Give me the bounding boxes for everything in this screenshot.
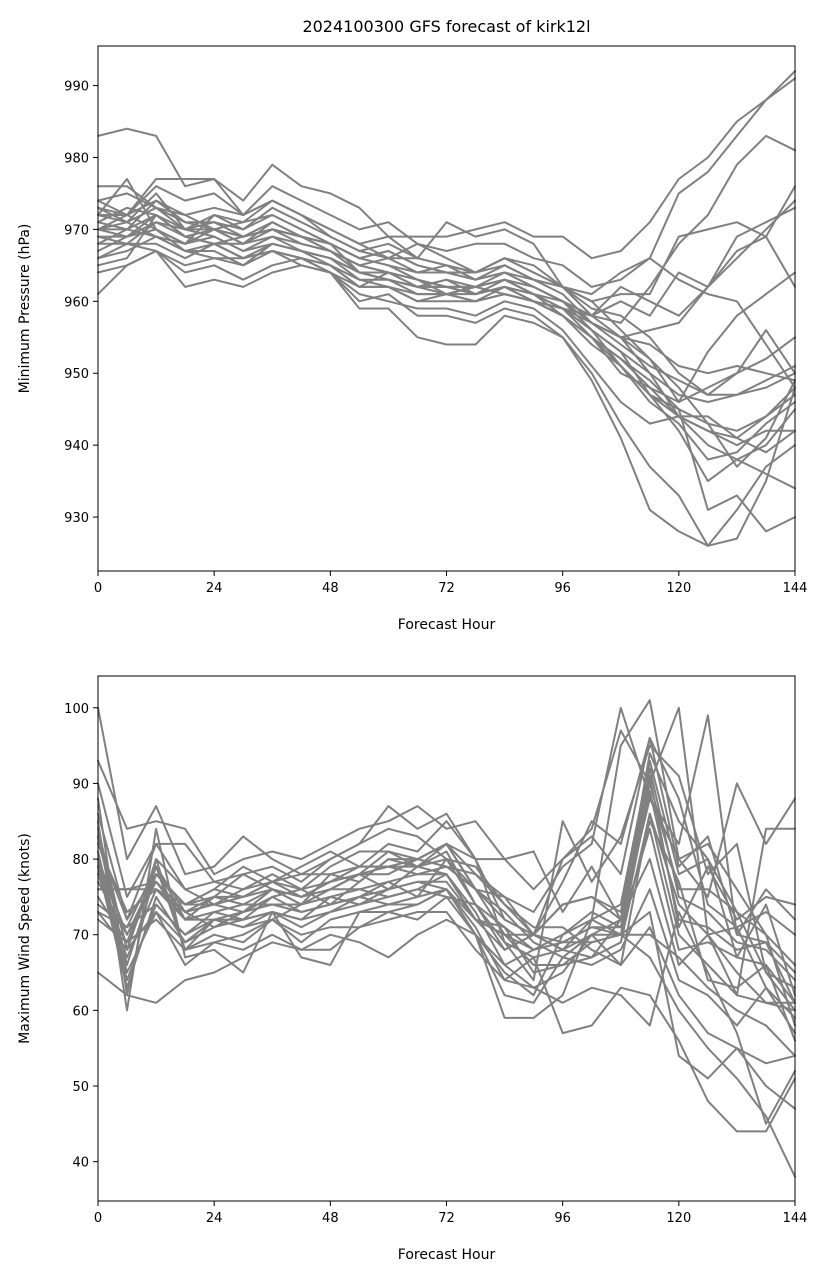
pressure-series-line-13: [97, 250, 796, 547]
pressure-x-tick-label: 144: [783, 581, 808, 596]
wind-y-axis-label: Maximum Wind Speed (knots): [17, 833, 33, 1044]
pressure-y-tick-label: 970: [64, 223, 89, 238]
pressure-series-line-2: [97, 77, 796, 288]
wind-y-tick-label: 40: [72, 1156, 89, 1171]
pressure-series-line-25: [97, 214, 796, 403]
wind-x-tick-label: 24: [206, 1211, 223, 1226]
pressure-series-line-18: [97, 221, 796, 461]
pressure-x-tick-label: 96: [554, 581, 571, 596]
pressure-x-axis-label: Forecast Hour: [398, 617, 496, 633]
wind-series-line-2: [97, 706, 796, 997]
pressure-y-tick-label: 940: [64, 439, 89, 454]
pressure-y-axis-label: Minimum Pressure (hPa): [17, 224, 33, 394]
pressure-series-line-24: [97, 185, 796, 389]
pressure-series-line-14: [97, 242, 796, 547]
wind-series-line-21: [97, 797, 796, 1133]
pressure-series-line-3: [97, 178, 796, 303]
pressure-x-tick-label: 48: [322, 581, 339, 596]
wind-x-tick-label: 0: [94, 1211, 102, 1226]
wind-series-layer: [97, 699, 796, 1178]
pressure-y-axis: 930 940 950 960 970 980 990: [64, 80, 98, 526]
wind-x-axis: 0 24 48 72 96 120 144: [94, 1201, 808, 1226]
pressure-chart: 2024100300 GFS forecast of kirk12l 0 24 48…: [17, 17, 807, 633]
wind-x-tick-label: 120: [666, 1211, 691, 1226]
pressure-x-axis: 0 24 48 72 96 120 144: [94, 571, 808, 596]
pressure-series-line-22: [97, 235, 796, 454]
pressure-y-tick-label: 930: [64, 511, 89, 526]
wind-y-tick-label: 70: [72, 929, 89, 944]
wind-y-axis: 40 50 60 70 80 90 100: [64, 702, 98, 1171]
wind-x-tick-label: 96: [554, 1211, 571, 1226]
wind-y-tick-label: 50: [72, 1080, 89, 1095]
wind-x-tick-label: 144: [783, 1211, 808, 1226]
pressure-series-layer: [97, 70, 796, 547]
pressure-x-tick-label: 24: [206, 581, 223, 596]
wind-series-line-19: [97, 911, 796, 1065]
wind-series-line-23: [97, 888, 796, 1057]
wind-series-line-22: [97, 835, 796, 1178]
pressure-x-tick-label: 72: [438, 581, 455, 596]
wind-x-tick-label: 48: [322, 1211, 339, 1226]
wind-series-line-25: [97, 774, 796, 936]
wind-series-line-15: [97, 812, 796, 1019]
wind-x-tick-label: 72: [438, 1211, 455, 1226]
pressure-y-tick-label: 950: [64, 367, 89, 382]
pressure-y-tick-label: 990: [64, 80, 89, 95]
wind-y-tick-label: 60: [72, 1004, 89, 1019]
pressure-y-tick-label: 980: [64, 151, 89, 166]
wind-chart: 0 24 48 72 96 120 144 40 50 60 70 80 90 100 Forecast…: [17, 675, 808, 1263]
pressure-x-tick-label: 0: [94, 581, 102, 596]
wind-x-axis-label: Forecast Hour: [398, 1247, 496, 1263]
wind-series-line-24: [97, 911, 796, 1125]
wind-y-tick-label: 80: [72, 853, 89, 868]
wind-y-tick-label: 100: [64, 702, 89, 717]
chart-title: 2024100300 GFS forecast of kirk12l: [302, 17, 590, 36]
wind-y-tick-label: 90: [72, 777, 89, 792]
pressure-y-tick-label: 960: [64, 295, 89, 310]
pressure-x-tick-label: 120: [666, 581, 691, 596]
